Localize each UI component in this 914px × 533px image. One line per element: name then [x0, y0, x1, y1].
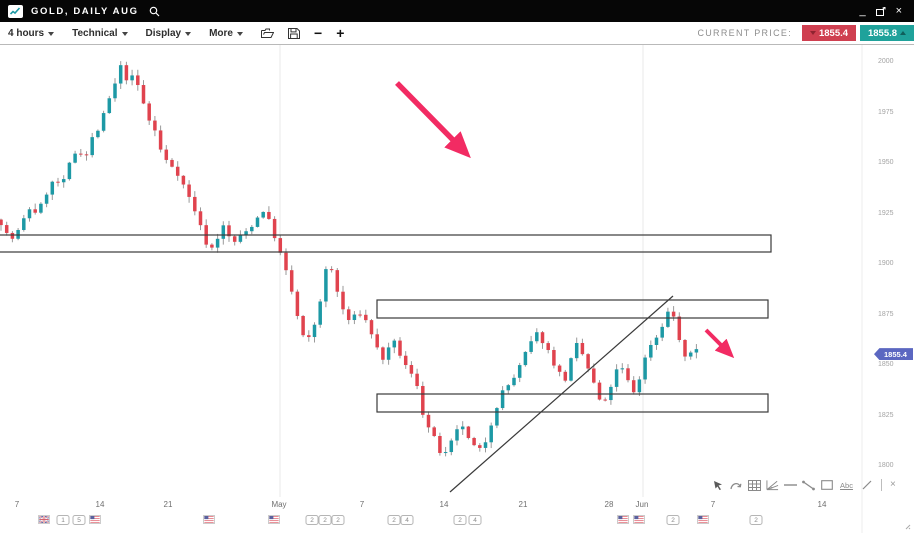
- event-count: 5: [72, 515, 86, 525]
- us-flag-icon[interactable]: [268, 515, 280, 524]
- ask-price: 1855.8: [867, 27, 898, 39]
- x-axis-tick: May: [271, 500, 287, 509]
- trendline-tool-icon[interactable]: [802, 479, 815, 492]
- search-icon[interactable]: [149, 6, 160, 17]
- event-count: 2: [318, 515, 332, 525]
- chevron-down-icon: [48, 31, 55, 36]
- x-axis-tick: 7: [359, 500, 365, 509]
- y-axis-tick: 1950: [878, 159, 894, 166]
- close-button[interactable]: ×: [895, 5, 902, 17]
- price-down-icon: [809, 31, 816, 35]
- rectangle-tool-icon[interactable]: [820, 479, 833, 492]
- us-flag-icon[interactable]: [697, 515, 709, 524]
- us-flag-icon[interactable]: [617, 515, 629, 524]
- event-count: 2: [749, 515, 763, 525]
- x-axis-tick: 28: [604, 500, 614, 509]
- y-axis-tick: 2000: [878, 58, 894, 65]
- y-axis-tick: 1850: [878, 361, 894, 368]
- bid-price: 1855.4: [818, 27, 849, 39]
- event-count: 2: [453, 515, 467, 525]
- x-axis-tick: 7: [710, 500, 716, 509]
- x-axis-tick: 21: [163, 500, 173, 509]
- x-axis-tick: 14: [817, 500, 827, 509]
- event-count-badge[interactable]: 2: [318, 515, 332, 525]
- chart-area[interactable]: 2000 1975 1950 1925 1900 1875 1850 1825 1800 7 14…: [0, 45, 914, 533]
- drawing-toolbar-close-icon[interactable]: ×: [890, 479, 896, 490]
- dropdown-display[interactable]: Display: [146, 28, 192, 39]
- event-count: 2: [305, 515, 319, 525]
- y-axis-tick: 1825: [878, 411, 894, 419]
- x-axis-tick: 14: [439, 500, 449, 509]
- event-count-badge[interactable]: 1: [56, 515, 70, 525]
- event-count: 2: [331, 515, 345, 525]
- y-axis-tick: 1875: [878, 310, 894, 318]
- last-price-tag: 1855.4: [874, 348, 913, 361]
- resize-handle-icon[interactable]: [903, 517, 911, 533]
- event-count-badge[interactable]: 4: [400, 515, 414, 525]
- x-axis-tick: 21: [518, 500, 528, 509]
- event-count: 2: [387, 515, 401, 525]
- cursor-tool-icon[interactable]: [712, 479, 725, 492]
- popout-button[interactable]: [875, 6, 886, 16]
- event-count-badge[interactable]: 2: [387, 515, 401, 525]
- event-count: 2: [666, 515, 680, 525]
- event-count-badge[interactable]: 2: [666, 515, 680, 525]
- x-axis-tick: 7: [14, 500, 20, 509]
- ask-price-badge: 1855.8: [860, 25, 914, 41]
- x-axis-tick: Jun: [635, 500, 649, 509]
- drawing-toolbar: Abc ×: [712, 476, 896, 494]
- horizontal-line-tool-icon[interactable]: [784, 479, 797, 492]
- minimize-button[interactable]: _: [859, 5, 866, 17]
- toolbar-divider: [881, 479, 882, 491]
- event-count: 4: [400, 515, 414, 525]
- event-count-badge[interactable]: 2: [305, 515, 319, 525]
- us-flag-icon[interactable]: [203, 515, 215, 524]
- chevron-down-icon: [185, 31, 192, 36]
- dropdown-label: Display: [145, 27, 182, 39]
- line-tool-icon[interactable]: [860, 479, 873, 492]
- titlebar: GOLD, DAILY AUG _ ×: [0, 0, 914, 22]
- y-axis-tick: 1800: [878, 462, 894, 469]
- grid-tool-icon[interactable]: [748, 479, 761, 492]
- toolbar: 4 hours Technical Display More − + CURRENT …: [0, 22, 914, 45]
- us-flag-icon[interactable]: [89, 515, 101, 524]
- event-count-badge[interactable]: 5: [72, 515, 86, 525]
- event-count: 1: [56, 515, 70, 525]
- y-axis-tick: 1900: [878, 260, 894, 267]
- chevron-down-icon: [237, 31, 243, 36]
- event-count-badge[interactable]: 2: [453, 515, 467, 525]
- open-folder-icon[interactable]: [261, 28, 274, 39]
- dropdown-label: Technical: [72, 27, 118, 39]
- chevron-down-icon: [121, 31, 128, 36]
- current-price-label: CURRENT PRICE:: [697, 28, 792, 38]
- dropdown-more[interactable]: More: [209, 28, 243, 39]
- dropdown-label: More: [209, 27, 233, 39]
- event-count: 4: [468, 515, 482, 525]
- price-up-icon: [900, 31, 907, 35]
- dropdown-label: 4 hours: [8, 27, 45, 39]
- angle-lines-tool-icon[interactable]: [766, 479, 779, 492]
- candlestick-plot: [0, 45, 863, 533]
- zoom-in-button[interactable]: +: [336, 25, 345, 41]
- y-axis-tick: 1925: [878, 209, 894, 217]
- us-flag-icon[interactable]: [633, 515, 645, 524]
- zoom-out-button[interactable]: −: [314, 25, 323, 41]
- text-tool-icon[interactable]: Abc: [840, 480, 853, 490]
- uk-flag-icon[interactable]: [38, 515, 50, 524]
- event-count-badge[interactable]: 2: [331, 515, 345, 525]
- arrow-draw-tool-icon[interactable]: [730, 479, 743, 492]
- x-axis-tick: 14: [95, 500, 105, 509]
- event-count-badge[interactable]: 4: [468, 515, 482, 525]
- chart-title: GOLD, DAILY AUG: [31, 5, 139, 17]
- app-logo-icon: [8, 4, 23, 18]
- dropdown-4-hours[interactable]: 4 hours: [8, 27, 55, 39]
- dropdown-technical[interactable]: Technical: [72, 27, 128, 39]
- event-count-badge[interactable]: 2: [749, 515, 763, 525]
- save-icon[interactable]: [288, 27, 300, 39]
- bid-price-badge: 1855.4: [802, 25, 856, 41]
- y-axis-tick: 1975: [878, 108, 894, 116]
